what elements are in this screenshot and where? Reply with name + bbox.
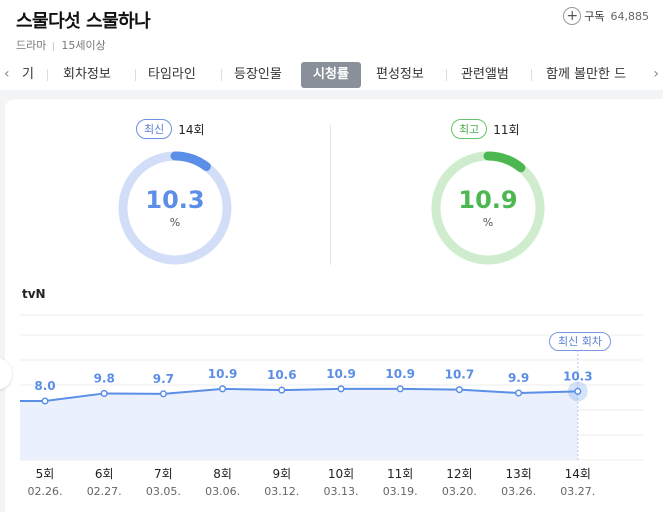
x-tick-date: 03.19. [383, 485, 418, 498]
x-tick-date: 03.06. [205, 485, 240, 498]
tab-characters[interactable]: 등장인물 [234, 67, 282, 82]
x-tick-episode: 6회 [95, 467, 114, 481]
x-tick-date: 03.26. [501, 485, 536, 498]
program-meta: 드라마 15세이상 [16, 37, 106, 53]
series-area [20, 388, 578, 460]
data-point [159, 390, 167, 398]
program-title: 스물다섯 스물하나 [16, 11, 151, 32]
age-rating-label: 15세이상 [61, 39, 106, 52]
program-header: 스물다섯 스물하나 드라마 15세이상 + 구독 64,885 [0, 0, 663, 60]
data-point [455, 386, 463, 394]
data-point [100, 389, 108, 397]
x-tick-date: 03.20. [442, 485, 477, 498]
data-label: 10.9 [385, 367, 415, 381]
tab-divider [446, 69, 447, 81]
x-tick-episode: 8회 [213, 467, 232, 481]
x-tick-episode: 10회 [328, 467, 354, 481]
data-point [219, 385, 227, 393]
x-tick-date: 02.27. [87, 485, 122, 498]
x-tick-date: 03.12. [264, 485, 299, 498]
tab-divider [531, 69, 532, 81]
x-tick-episode: 14회 [565, 467, 591, 481]
data-label: 10.6 [267, 368, 297, 382]
x-tick-date: 03.05. [146, 485, 181, 498]
subscriber-count: 64,885 [610, 9, 650, 23]
network-label: tvN [22, 287, 46, 301]
data-point [574, 387, 582, 395]
tab-bar: ‹ 기 회차정보 타임라인 등장인물 시청률 편성정보 관련앨범 함께 볼만한 … [0, 60, 663, 90]
latest-episode-row: 최신 14회 [136, 119, 205, 139]
data-label: 9.9 [508, 371, 529, 385]
scroll-handle[interactable] [0, 358, 12, 390]
subscribe-label: 구독 [584, 10, 605, 23]
data-point [278, 386, 286, 394]
data-label: 10.7 [445, 368, 475, 382]
best-rating-unit: % [482, 216, 494, 229]
best-rating-value: 10.9 [458, 186, 518, 214]
best-rating-gauge: 10.9 % [428, 148, 548, 268]
chevron-left-icon[interactable]: ‹ [4, 66, 10, 82]
tab-ratings[interactable]: 시청률 [301, 62, 361, 88]
latest-episode-tooltip: 최신 회차 [549, 332, 611, 351]
data-label: 9.8 [94, 371, 115, 385]
tab-related-album[interactable]: 관련앨범 [461, 67, 509, 82]
tab-partial-left[interactable]: 기 [22, 67, 34, 82]
x-tick-episode: 11회 [387, 467, 413, 481]
tab-divider [221, 69, 222, 81]
plus-icon: + [563, 7, 582, 25]
x-tick-date: 03.27. [560, 485, 595, 498]
data-point [337, 385, 345, 393]
data-label: 10.9 [326, 367, 356, 381]
latest-gauge-ring [118, 151, 232, 265]
x-tick-date: 02.26. [28, 485, 63, 498]
best-gauge-ring [431, 151, 545, 265]
summary-divider [330, 125, 331, 265]
tab-recommended[interactable]: 함께 볼만한 드 [546, 67, 627, 82]
tab-schedule[interactable]: 편성정보 [376, 67, 424, 82]
latest-rating-gauge: 10.3 % [115, 148, 235, 268]
data-label: 10.9 [208, 367, 238, 381]
latest-rating-unit: % [169, 216, 181, 229]
tab-episode-info[interactable]: 회차정보 [63, 67, 111, 82]
tab-timeline[interactable]: 타임라인 [148, 67, 196, 82]
x-tick-episode: 5회 [36, 467, 55, 481]
data-point [396, 385, 404, 393]
tab-divider [47, 69, 48, 81]
x-tick-episode: 7회 [154, 467, 173, 481]
best-badge: 최고 [451, 119, 488, 139]
x-tick-episode: 9회 [272, 467, 291, 481]
data-label: 9.7 [153, 372, 174, 386]
data-label: 10.3 [563, 369, 593, 383]
latest-episode-number: 14회 [178, 122, 205, 137]
x-tick-date: 03.13. [324, 485, 359, 498]
data-label: 8.0 [34, 379, 55, 393]
tab-divider [135, 69, 136, 81]
x-tick-episode: 13회 [505, 467, 531, 481]
best-episode-number: 11회 [493, 122, 520, 137]
chevron-right-icon[interactable]: › [653, 66, 659, 82]
latest-rating-value: 10.3 [145, 186, 205, 214]
meta-divider [53, 41, 55, 51]
genre-label: 드라마 [16, 39, 47, 52]
data-point [515, 389, 523, 397]
subscribe-button[interactable]: + 구독 64,885 [563, 7, 649, 25]
x-tick-episode: 12회 [446, 467, 472, 481]
data-point [41, 397, 49, 405]
latest-badge: 최신 [136, 119, 173, 139]
best-episode-row: 최고 11회 [451, 119, 520, 139]
ratings-line-chart: 8.0 5회 02.26. 9.8 6회 02.27. 9.7 7회 03.05. 10.9 8회 0… [20, 314, 643, 498]
